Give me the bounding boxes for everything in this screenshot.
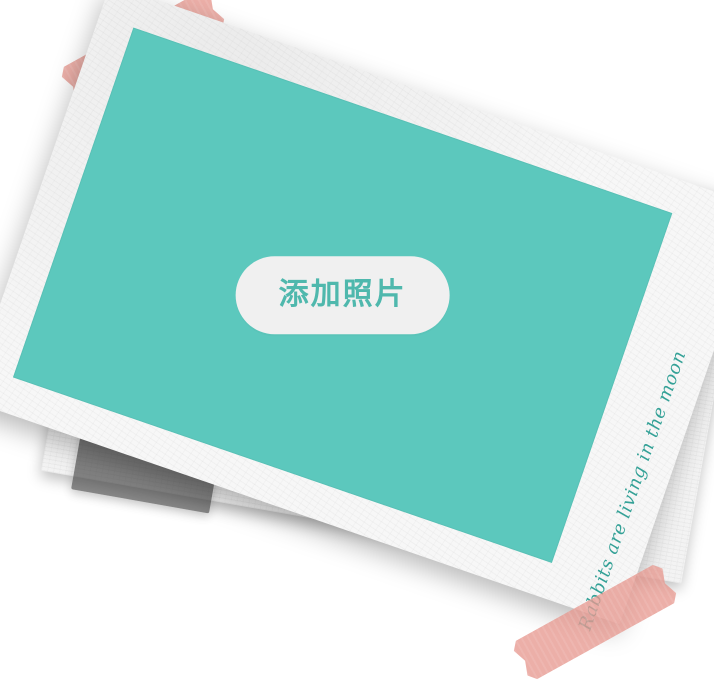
add-photo-button[interactable]: 添加照片	[235, 256, 450, 335]
polaroid-card: 添加照片 Rabbits are living in the moon	[0, 0, 714, 624]
add-photo-button-label: 添加照片	[278, 277, 407, 313]
